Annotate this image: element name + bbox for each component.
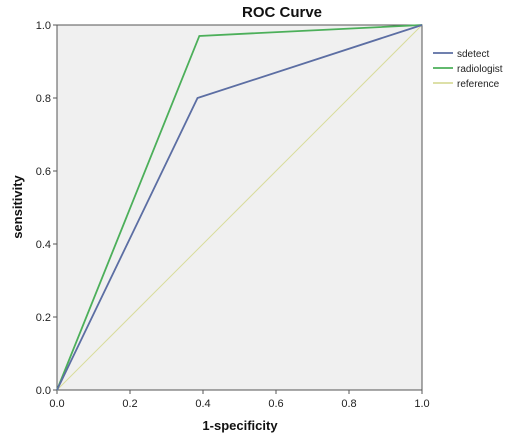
y-axis: 0.0 0.2 0.4 0.6 0.8 1.0 — [36, 20, 57, 397]
chart-title: ROC Curve — [242, 4, 322, 21]
y-tick-label: 0.4 — [36, 239, 51, 251]
series-line-reference — [56, 24, 423, 391]
y-tick-label: 0.2 — [36, 312, 51, 324]
x-tick-label: 0.2 — [122, 398, 137, 410]
x-axis: 0.0 0.2 0.4 0.6 0.8 1.0 — [49, 390, 430, 410]
y-tick-label: 0.8 — [36, 93, 51, 105]
series-line-sdetect — [56, 24, 423, 391]
y-tick-label: 1.0 — [36, 20, 51, 32]
series-layer — [56, 24, 423, 391]
legend-label-reference: reference — [457, 79, 500, 90]
x-tick-label: 0.8 — [341, 398, 356, 410]
y-tick-label: 0.6 — [36, 166, 51, 178]
x-tick-label: 0.0 — [49, 398, 64, 410]
x-tick-label: 0.4 — [195, 398, 210, 410]
y-tick-label: 0.0 — [36, 385, 51, 397]
x-tick-label: 0.6 — [268, 398, 283, 410]
legend: sdetect radiologist reference — [433, 49, 503, 90]
legend-label-radiologist: radiologist — [457, 64, 503, 75]
series-line-radiologist — [56, 24, 423, 391]
y-axis-title: sensitivity — [10, 174, 25, 238]
x-tick-label: 1.0 — [414, 398, 429, 410]
legend-label-sdetect: sdetect — [457, 49, 489, 60]
x-axis-title: 1-specificity — [202, 418, 278, 433]
